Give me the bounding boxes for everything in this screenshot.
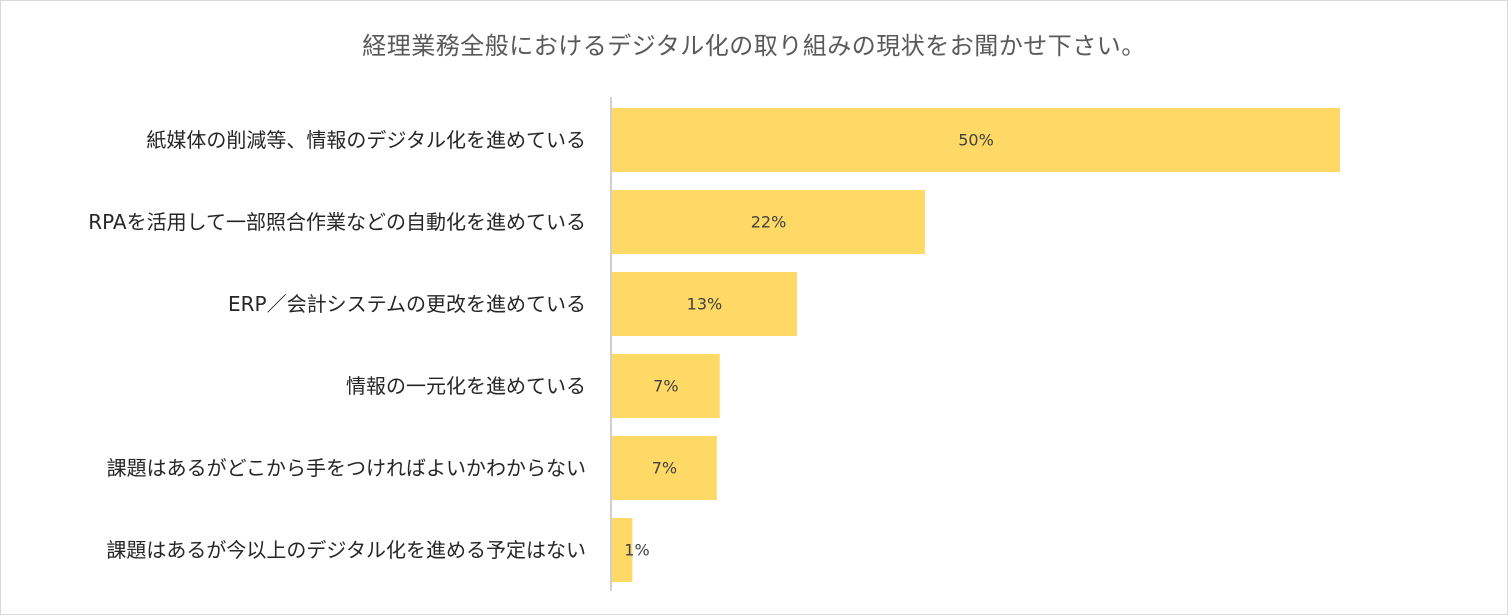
labels-layer: 紙媒体の削減等、情報のデジタル化を進めている 50% RPAを活用して一部照合作業な… [88,128,994,562]
category-label: 課題はあるが今以上のデジタル化を進める予定はない [106,538,586,562]
bar [612,108,1340,172]
category-label: RPAを活用して一部照合作業などの自動化を進めている [88,210,586,234]
bar [612,436,717,500]
data-label: 13% [687,295,723,314]
data-label: 1% [624,541,649,560]
bars-layer [612,108,1340,582]
chart-title: 経理業務全般におけるデジタル化の取り組みの現状をお聞かせ下さい。 [362,32,1146,60]
category-label: 情報の一元化を進めている [346,374,586,398]
data-label: 50% [958,131,994,150]
category-label: 紙媒体の削減等、情報のデジタル化を進めている [146,128,586,152]
data-label: 7% [652,459,677,478]
data-label: 22% [751,213,787,232]
bar [612,354,720,418]
bar [612,518,633,582]
category-label: ERP／会計システムの更改を進めている [228,292,586,316]
category-label: 課題はあるがどこから手をつければよいかわからない [107,456,586,480]
bar [612,272,797,336]
data-label: 7% [653,377,678,396]
bar [612,190,926,254]
